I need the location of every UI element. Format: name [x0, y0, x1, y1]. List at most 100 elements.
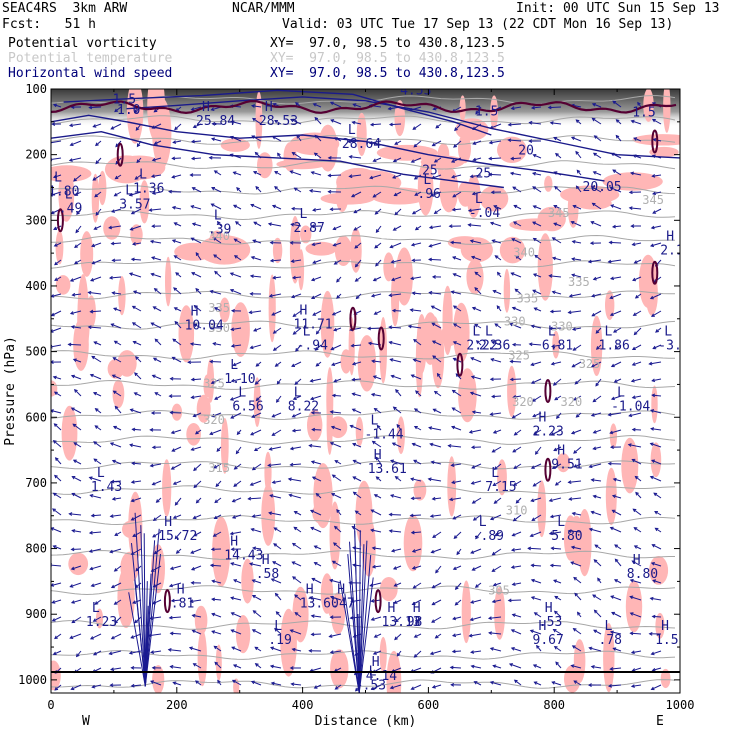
- wind-vector: [72, 293, 82, 296]
- wind-vector: [571, 221, 582, 227]
- wind-vector: [94, 599, 102, 605]
- wind-vector: [268, 223, 282, 227]
- extremum-marker: L: [605, 325, 613, 340]
- theta-label: 325: [579, 357, 601, 371]
- wind-vector: [333, 542, 342, 550]
- wind-vector: [92, 174, 102, 181]
- wind-vector: [133, 290, 142, 295]
- wind-vector: [332, 310, 342, 316]
- wind-vector-head: [251, 514, 256, 518]
- wind-vector-head: [91, 243, 96, 248]
- extremum-value: 2.23: [533, 425, 564, 440]
- wind-vector-head: [191, 222, 196, 227]
- wind-vector: [652, 579, 662, 584]
- theta-label: 340: [208, 229, 230, 243]
- wind-vector: [113, 357, 122, 363]
- west-endpoint-label: W: [82, 714, 90, 729]
- wind-vector-head: [190, 237, 195, 241]
- theta-label: 325: [508, 349, 530, 363]
- wind-vector: [413, 140, 422, 148]
- wind-vector-head: [309, 378, 314, 383]
- wind-vector: [452, 480, 462, 484]
- wind-vector: [334, 526, 342, 533]
- wind-vector: [372, 440, 382, 448]
- wind-vector: [172, 174, 182, 178]
- wind-vector-head: [553, 579, 557, 583]
- pv-shading-patch: [98, 170, 107, 206]
- init-time: Init: 00 UTC Sun 15 Sep 13: [516, 1, 720, 16]
- wind-vector-head: [210, 547, 215, 552]
- wind-vector-head: [110, 667, 115, 672]
- wind-vector-head: [328, 634, 333, 638]
- wind-vector-head: [456, 551, 461, 556]
- wind-vector-head: [531, 171, 537, 176]
- wind-vector: [252, 117, 262, 125]
- wind-vector: [571, 546, 582, 550]
- extremum-marker: L: [472, 325, 480, 340]
- wind-vector: [429, 292, 442, 295]
- wind-vector: [353, 103, 362, 108]
- wind-vector-head: [134, 619, 139, 624]
- wind-vector: [533, 480, 542, 487]
- wind-vector-head: [333, 378, 338, 383]
- wind-vector: [210, 564, 222, 567]
- wind-vector: [168, 649, 182, 652]
- wind-vector: [428, 478, 442, 482]
- wind-vector-head: [570, 136, 575, 141]
- wind-vector-head: [592, 594, 597, 598]
- wind-vector-head: [193, 532, 198, 537]
- wind-vector: [492, 599, 502, 603]
- wind-vector-head: [388, 512, 393, 517]
- wind-vector-head: [632, 508, 637, 513]
- wind-vector-head: [451, 425, 456, 430]
- wind-vector-head: [451, 407, 456, 411]
- wind-vector-head: [492, 289, 497, 294]
- wind-vector-head: [114, 175, 119, 180]
- wind-vector: [653, 492, 662, 499]
- wind-vector-head: [532, 413, 537, 418]
- wind-vector-head: [530, 465, 535, 469]
- wind-vector-head: [570, 221, 575, 225]
- wind-vector-head: [351, 392, 356, 397]
- wind-vector: [291, 293, 302, 298]
- wind-vector: [313, 208, 322, 211]
- extremum-value: .78: [599, 633, 622, 648]
- wind-vector: [512, 307, 522, 312]
- wind-vector-head: [348, 174, 353, 179]
- wind-vector-head: [513, 431, 518, 436]
- wind-vector-head: [190, 107, 195, 111]
- wind-vector-head: [230, 343, 235, 348]
- wind-vector: [210, 361, 222, 363]
- wind-vector: [173, 140, 182, 143]
- wind-vector: [132, 462, 142, 465]
- wind-vector: [492, 446, 502, 453]
- pv-shading-patch: [55, 275, 71, 295]
- wind-vector-head: [470, 600, 475, 604]
- wind-vector-head: [67, 342, 72, 347]
- wind-vector: [310, 527, 322, 533]
- wind-vector-head: [491, 449, 496, 453]
- wind-vector-head: [329, 650, 334, 654]
- wind-vector-head: [312, 260, 317, 264]
- wind-vector: [632, 395, 642, 399]
- extremum-marker: H: [372, 655, 380, 670]
- wind-vector-head: [493, 205, 498, 209]
- wind-vector-head: [70, 325, 75, 329]
- wind-vector-head: [430, 549, 435, 554]
- wind-vector-head: [189, 599, 194, 604]
- wind-vector-head: [555, 661, 559, 666]
- wind-vector: [370, 123, 382, 126]
- extremum-marker: L: [479, 515, 487, 530]
- wind-vector-head: [72, 423, 77, 428]
- wind-vector: [472, 307, 482, 312]
- wind-vector-head: [53, 243, 58, 247]
- wind-vector-head: [88, 530, 93, 535]
- wind-vector-head: [92, 177, 97, 181]
- wind-vector-head: [170, 430, 175, 435]
- wind-vector-head: [567, 310, 572, 315]
- wind-vector-head: [170, 466, 175, 470]
- wind-vector: [71, 326, 82, 329]
- wind-vector-head: [154, 338, 159, 343]
- wind-vector-head: [73, 260, 78, 265]
- wind-vector: [373, 375, 382, 380]
